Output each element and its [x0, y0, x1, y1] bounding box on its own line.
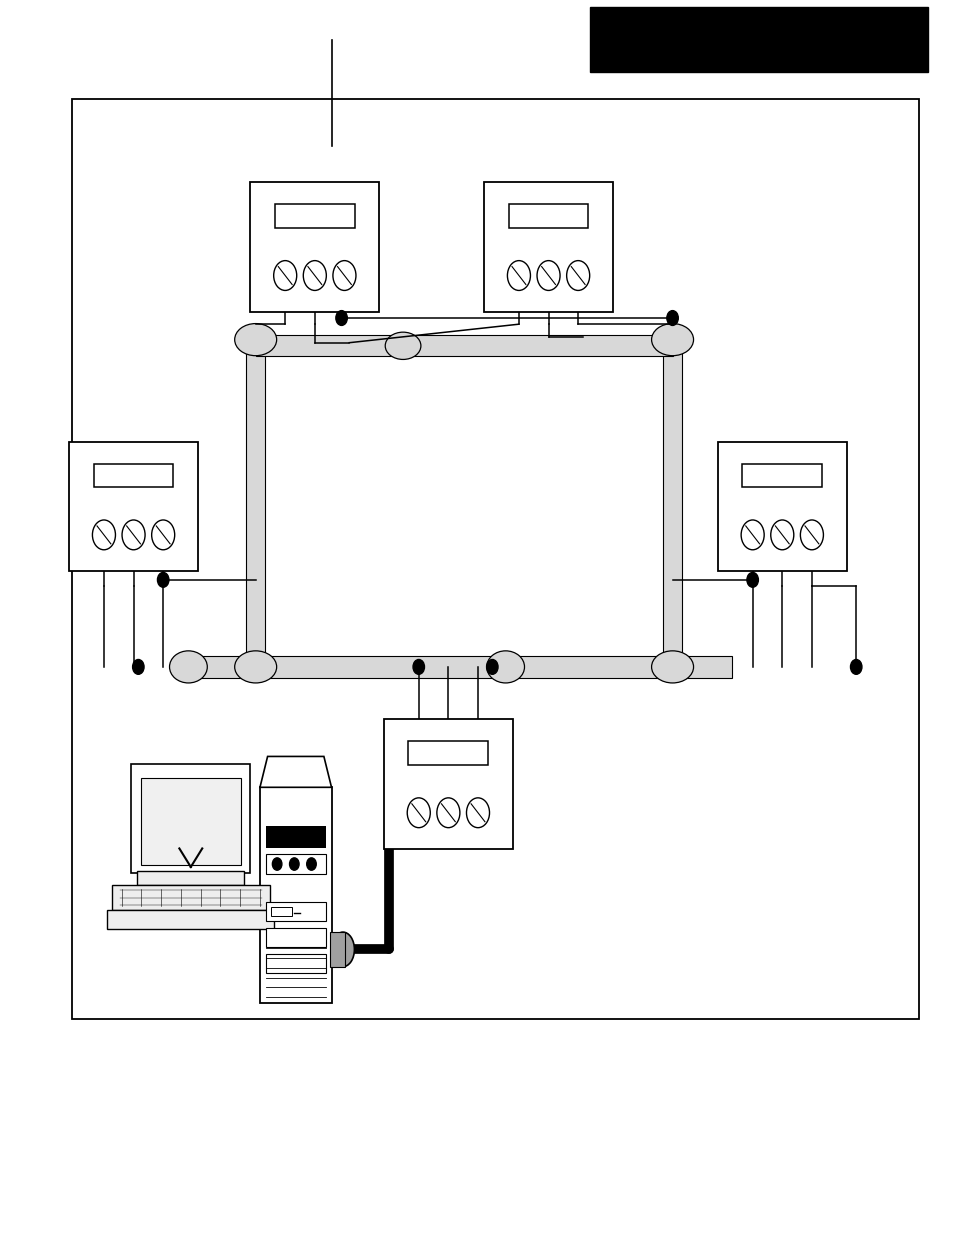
Circle shape — [307, 858, 316, 871]
Circle shape — [273, 858, 282, 871]
Bar — [265, 826, 325, 847]
Circle shape — [157, 573, 169, 588]
Polygon shape — [259, 756, 332, 788]
Circle shape — [92, 520, 115, 550]
Ellipse shape — [234, 324, 276, 356]
Circle shape — [290, 858, 299, 871]
Ellipse shape — [651, 651, 693, 683]
Bar — [141, 778, 240, 864]
Polygon shape — [179, 656, 731, 678]
Polygon shape — [255, 336, 672, 357]
Ellipse shape — [651, 324, 693, 356]
Bar — [741, 463, 821, 487]
Bar — [589, 7, 927, 72]
Circle shape — [274, 261, 296, 290]
Circle shape — [507, 261, 530, 290]
Circle shape — [770, 520, 793, 550]
Circle shape — [800, 520, 822, 550]
Bar — [274, 204, 355, 227]
Bar — [265, 902, 325, 921]
Circle shape — [335, 311, 347, 325]
Circle shape — [486, 659, 497, 674]
Circle shape — [333, 261, 355, 290]
Bar — [265, 927, 325, 947]
Bar — [508, 204, 588, 227]
Bar — [383, 719, 512, 850]
Circle shape — [537, 261, 559, 290]
Bar — [112, 885, 270, 910]
Circle shape — [466, 798, 489, 827]
Bar — [265, 953, 325, 973]
Bar — [408, 741, 488, 764]
Circle shape — [436, 798, 459, 827]
Circle shape — [303, 261, 326, 290]
Ellipse shape — [385, 332, 420, 359]
Ellipse shape — [486, 651, 524, 683]
Circle shape — [413, 659, 424, 674]
Bar — [137, 871, 244, 885]
Bar — [483, 182, 612, 312]
Circle shape — [746, 573, 758, 588]
Ellipse shape — [234, 651, 276, 683]
Polygon shape — [246, 346, 265, 667]
Circle shape — [740, 520, 763, 550]
Bar — [71, 99, 918, 1019]
Ellipse shape — [332, 932, 355, 967]
Bar — [70, 442, 198, 571]
Bar — [717, 442, 845, 571]
Circle shape — [666, 311, 678, 325]
Bar — [272, 908, 293, 916]
Bar — [131, 764, 250, 873]
Bar — [93, 463, 173, 487]
Bar — [250, 182, 379, 312]
Circle shape — [152, 520, 174, 550]
Bar — [107, 910, 274, 929]
Circle shape — [122, 520, 145, 550]
Bar — [259, 788, 332, 1003]
Polygon shape — [662, 346, 681, 667]
Circle shape — [850, 659, 862, 674]
Circle shape — [407, 798, 430, 827]
Ellipse shape — [170, 651, 207, 683]
Circle shape — [132, 659, 144, 674]
Bar — [330, 932, 345, 967]
Circle shape — [566, 261, 589, 290]
Bar — [265, 855, 325, 874]
